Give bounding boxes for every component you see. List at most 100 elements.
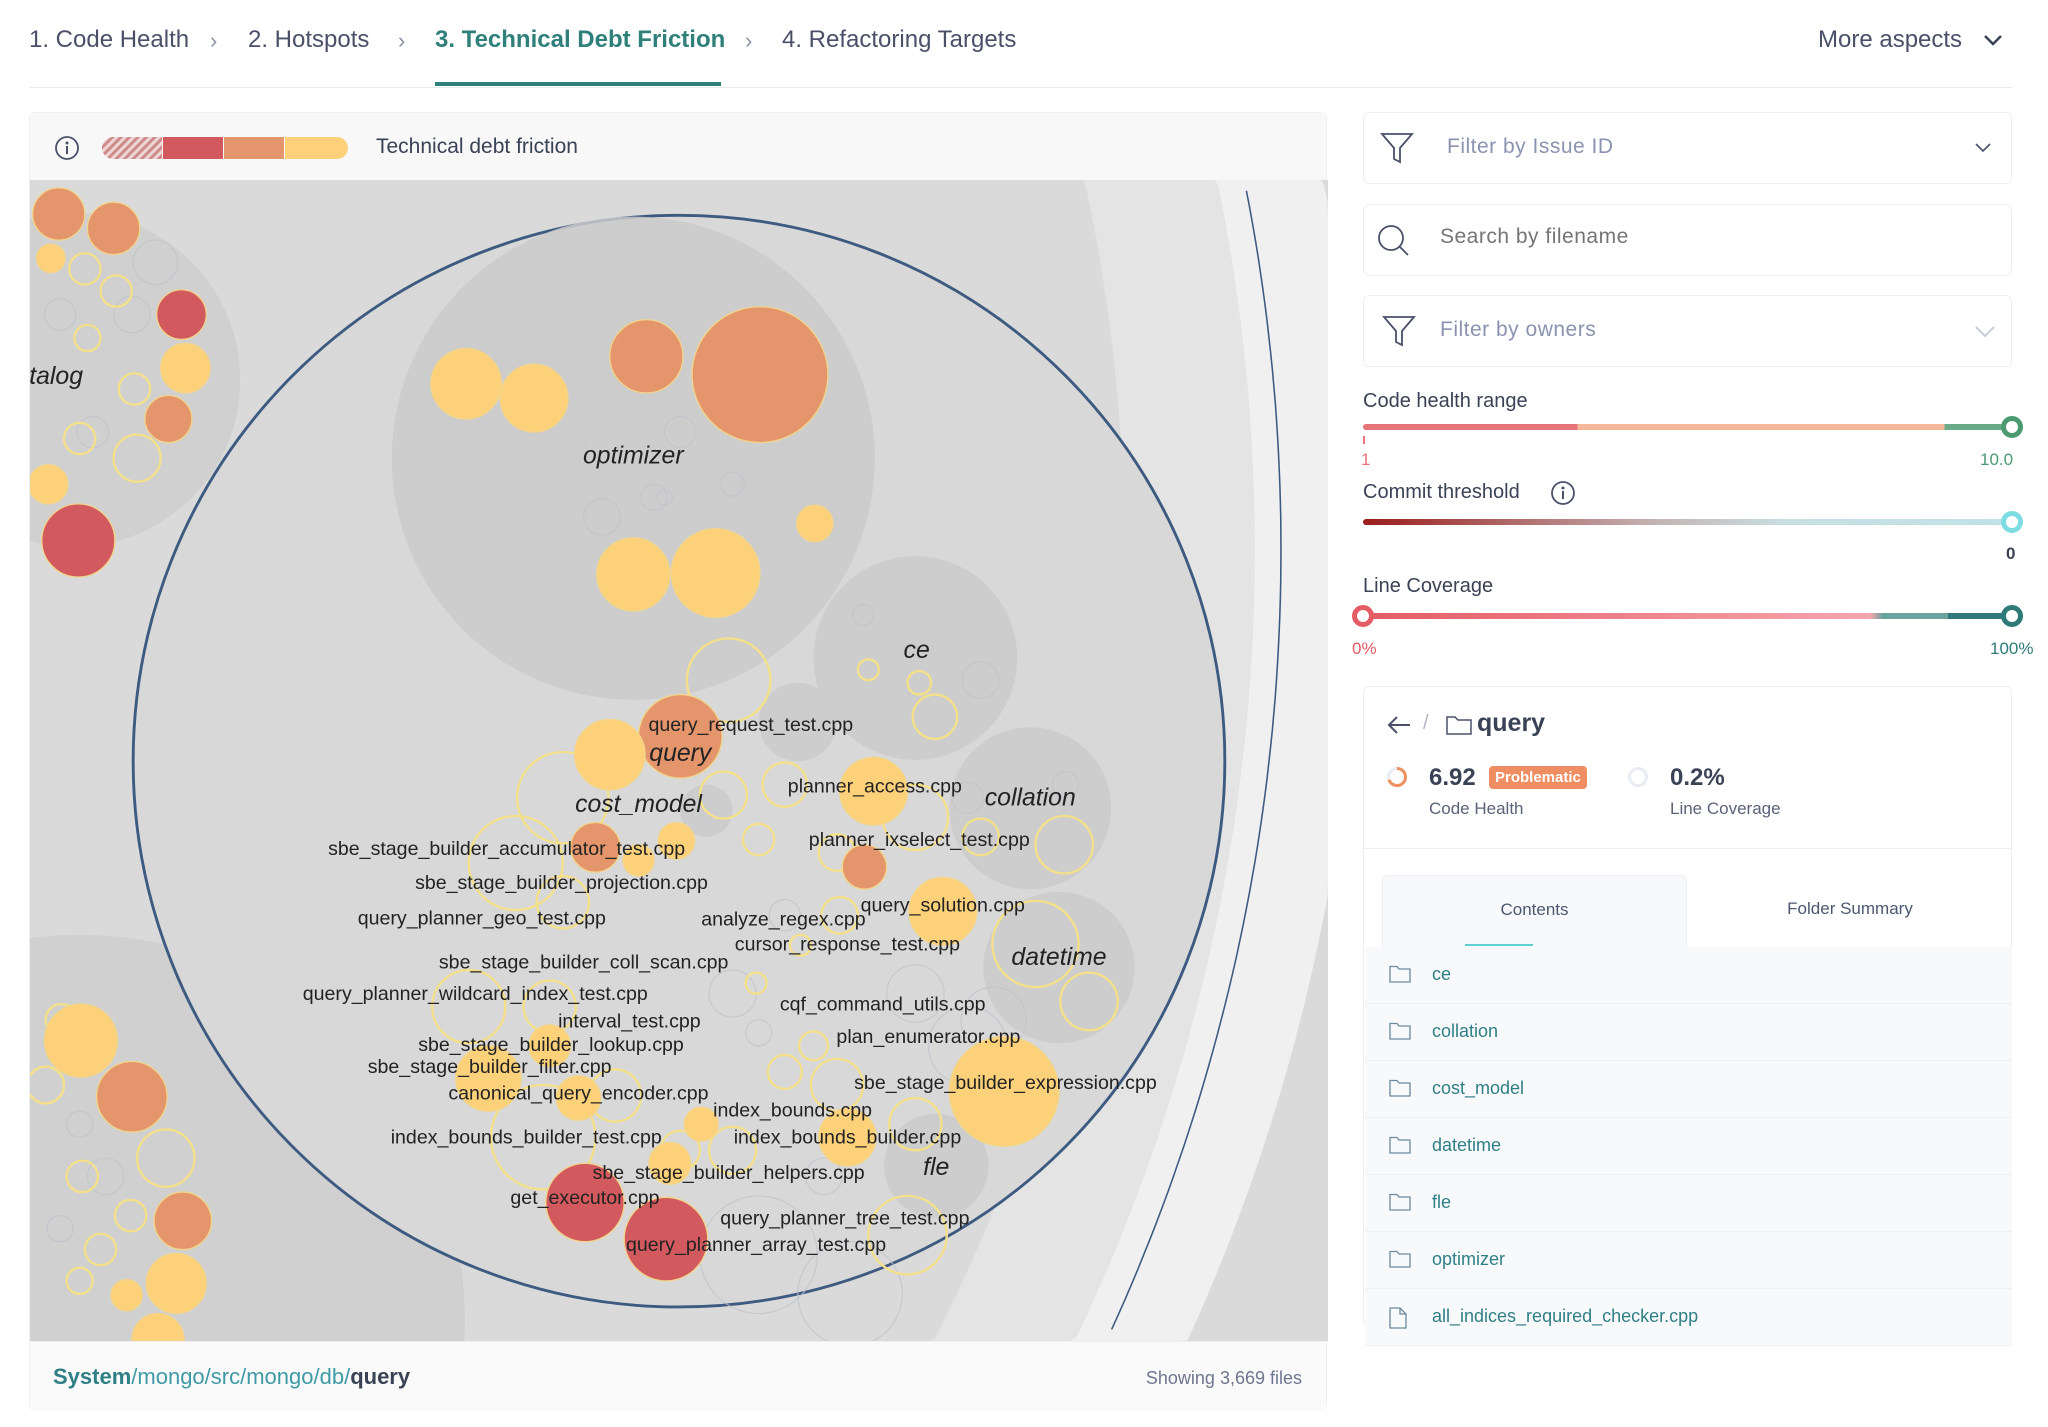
file-bubble-low-friction[interactable] bbox=[99, 274, 134, 308]
file-bubble-low-friction[interactable] bbox=[515, 750, 610, 845]
file-bubble-low-friction[interactable] bbox=[159, 342, 211, 394]
file-bubble-low-friction[interactable] bbox=[555, 1075, 602, 1121]
file-bubble-medium-friction[interactable] bbox=[95, 1060, 168, 1133]
file-bubble-low-friction[interactable] bbox=[908, 876, 978, 946]
file-bubble[interactable] bbox=[1051, 770, 1080, 799]
file-bubble[interactable] bbox=[885, 964, 945, 1023]
folder-bubble[interactable] bbox=[30, 934, 465, 1341]
item-name[interactable]: optimizer bbox=[1432, 1249, 1506, 1269]
file-bubble[interactable] bbox=[805, 1157, 843, 1196]
file-bubble-low-friction[interactable] bbox=[65, 1266, 94, 1296]
file-bubble-low-friction[interactable] bbox=[741, 822, 776, 857]
file-bubble-low-friction[interactable] bbox=[28, 1065, 66, 1105]
file-bubble-low-friction[interactable] bbox=[888, 1096, 943, 1152]
step-refactoring-targets[interactable]: 4. Refactoring Targets bbox=[782, 26, 1017, 53]
filename-search-input[interactable] bbox=[1440, 225, 1940, 249]
file-bubble-low-friction[interactable] bbox=[818, 1107, 877, 1167]
file-bubble-low-friction[interactable] bbox=[788, 933, 813, 957]
subfolder-bubble[interactable] bbox=[949, 727, 1112, 890]
file-bubble[interactable] bbox=[744, 1019, 773, 1047]
bubble-map[interactable]: optimizer ce query cost_model collation datet… bbox=[28, 180, 1328, 1342]
line-coverage-slider[interactable] bbox=[1363, 613, 2013, 619]
subfolder-bubble[interactable] bbox=[884, 1113, 989, 1219]
code-health-min-marker[interactable] bbox=[1363, 436, 1365, 444]
subfolder-bubble[interactable] bbox=[813, 556, 1018, 760]
step-code-health[interactable]: 1. Code Health bbox=[29, 26, 190, 53]
file-bubble-high-friction[interactable] bbox=[41, 503, 116, 578]
file-bubble-low-friction[interactable] bbox=[467, 814, 564, 912]
file-bubble-low-friction[interactable] bbox=[73, 323, 102, 353]
item-name[interactable]: datetime bbox=[1432, 1135, 1502, 1155]
subfolder-bubble[interactable] bbox=[735, 438, 866, 570]
file-bubble-high-friction[interactable] bbox=[623, 1196, 709, 1282]
file-bubble-low-friction[interactable] bbox=[961, 817, 1001, 857]
file-bubble[interactable] bbox=[132, 239, 179, 286]
bubble-map-svg[interactable]: optimizer ce query cost_model collation datet… bbox=[28, 180, 1328, 1342]
file-bubble[interactable] bbox=[961, 661, 1000, 700]
file-bubble-low-friction[interactable] bbox=[135, 1128, 196, 1189]
file-bubble-medium-friction[interactable] bbox=[609, 319, 684, 394]
file-bubble-low-friction[interactable] bbox=[117, 372, 152, 406]
file-bubble-low-friction[interactable] bbox=[29, 464, 69, 505]
file-bubble[interactable] bbox=[656, 488, 674, 506]
file-bubble-low-friction[interactable] bbox=[528, 1024, 572, 1068]
file-bubble-medium-friction[interactable] bbox=[153, 1191, 213, 1251]
file-bubble[interactable] bbox=[797, 1241, 903, 1342]
subfolder-bubble[interactable] bbox=[758, 682, 838, 762]
commit-threshold-slider[interactable] bbox=[1363, 519, 2013, 525]
file-bubble[interactable] bbox=[768, 898, 802, 932]
file-bubble-low-friction[interactable] bbox=[744, 971, 768, 995]
path-root-link[interactable]: System bbox=[53, 1364, 132, 1389]
file-bubble[interactable] bbox=[852, 603, 875, 626]
item-name[interactable]: cost_model bbox=[1432, 1078, 1525, 1098]
code-health-max-handle[interactable] bbox=[2001, 416, 2023, 438]
path-middle-link[interactable]: /mongo/src/mongo/db/ bbox=[131, 1364, 351, 1389]
file-bubble-medium-friction[interactable] bbox=[841, 844, 888, 890]
file-bubble-high-friction[interactable] bbox=[545, 1162, 625, 1243]
file-bubble[interactable] bbox=[65, 1110, 94, 1138]
file-bubble[interactable] bbox=[951, 781, 984, 815]
more-aspects-button[interactable]: More aspects bbox=[1818, 26, 2003, 54]
file-bubble-low-friction[interactable] bbox=[110, 1278, 143, 1312]
subfolder-bubble[interactable] bbox=[983, 891, 1135, 1044]
info-icon[interactable] bbox=[1550, 480, 1576, 506]
file-bubble-low-friction[interactable] bbox=[430, 347, 503, 420]
file-bubble-medium-friction[interactable] bbox=[86, 201, 141, 256]
commit-threshold-handle[interactable] bbox=[2001, 511, 2023, 533]
file-bubble-low-friction[interactable] bbox=[761, 761, 809, 809]
file-bubble-low-friction[interactable] bbox=[145, 1252, 207, 1315]
file-bubble-low-friction[interactable] bbox=[431, 968, 507, 1045]
info-icon[interactable] bbox=[54, 135, 80, 161]
folder-row[interactable]: datetime bbox=[1365, 1118, 2012, 1175]
file-bubble-low-friction[interactable] bbox=[35, 243, 66, 274]
file-bubble-low-friction[interactable] bbox=[83, 1232, 118, 1267]
file-bubble-medium-friction[interactable] bbox=[691, 306, 829, 444]
file-bubble[interactable] bbox=[43, 298, 77, 331]
owners-filter[interactable]: Filter by owners bbox=[1363, 295, 2012, 367]
folder-row[interactable]: ce bbox=[1365, 947, 2012, 1004]
file-bubble-low-friction[interactable] bbox=[499, 363, 569, 433]
file-bubble[interactable] bbox=[640, 483, 668, 512]
step-technical-debt-friction[interactable]: 3. Technical Debt Friction bbox=[435, 26, 726, 53]
item-name[interactable]: collation bbox=[1432, 1021, 1499, 1041]
folder-row[interactable]: collation bbox=[1365, 1004, 2012, 1061]
file-bubble-low-friction[interactable] bbox=[65, 1159, 100, 1194]
file-bubble[interactable] bbox=[86, 1157, 125, 1196]
file-bubble-low-friction[interactable] bbox=[648, 1141, 692, 1185]
file-bubble-medium-friction[interactable] bbox=[31, 187, 86, 241]
file-bubble-low-friction[interactable] bbox=[596, 537, 671, 612]
tab-folder-summary[interactable]: Folder Summary bbox=[1787, 899, 1913, 918]
file-bubble-low-friction[interactable] bbox=[795, 504, 834, 543]
file-bubble-low-friction[interactable] bbox=[856, 658, 880, 682]
file-bubble-low-friction[interactable] bbox=[911, 693, 959, 741]
file-bubble-low-friction[interactable] bbox=[1059, 971, 1119, 1032]
file-bubble[interactable] bbox=[46, 1214, 74, 1243]
file-bubble-low-friction[interactable] bbox=[1034, 814, 1095, 875]
issue-id-filter[interactable]: Filter by Issue ID bbox=[1363, 112, 2012, 184]
filename-search[interactable] bbox=[1363, 204, 2012, 276]
file-bubble-low-friction[interactable] bbox=[43, 1003, 119, 1078]
file-bubble-medium-friction[interactable] bbox=[144, 394, 193, 444]
item-name[interactable]: ce bbox=[1432, 964, 1452, 984]
item-name[interactable]: fle bbox=[1432, 1192, 1452, 1212]
file-bubble-low-friction[interactable] bbox=[657, 821, 696, 860]
